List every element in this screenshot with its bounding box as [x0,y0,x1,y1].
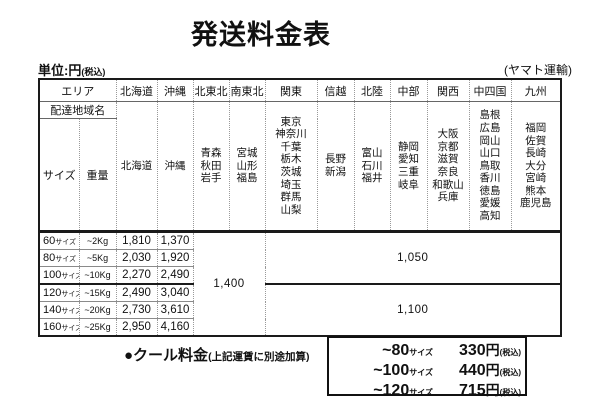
region-header-chubu: 中部 [389,79,427,102]
prefecture-list-hokuriku: 富山 石川 福井 [353,101,390,232]
price-cell-okinawa: 1,370 [156,230,193,250]
unit-tax-note: (税込) [81,67,106,77]
weight-cell: ~5Kg [78,249,116,267]
region-header-shinetsu: 信越 [316,79,354,102]
region-header-kansai: 関西 [426,79,469,102]
price-cell-okinawa: 3,610 [156,301,193,319]
price-cell-hokkaido: 2,950 [115,318,157,336]
weight-cell: ~10Kg [78,266,116,284]
weight-cell: ~25Kg [78,318,116,336]
merged-price-large-sizes: 1,100 [264,283,561,336]
prefecture-list-chushikoku: 島根 広島 岡山 山口 鳥取 香川 徳島 愛媛 高知 [468,101,511,232]
delivery-area-row: 配達地域名 北海道 沖縄 青森 秋田 岩手 宮城 山形 福島 東京 神奈川 千葉… [38,101,561,232]
size-cell: 60サイズ [38,230,79,250]
cool-fee-box: ~80サイズ 330円(税込) ~100サイズ 440円(税込) ~120サイズ… [327,336,527,399]
price-cell-hokkaido: 2,030 [115,249,157,267]
region-header-hokuriku: 北陸 [353,79,390,102]
cool-size: ~100 [373,362,410,379]
prefecture-list-kansai: 大阪 京都 滋賀 奈良 和歌山 兵庫 [426,101,469,232]
size-cell: 160サイズ [38,318,79,336]
cool-tax-note: (税込) [499,388,521,397]
price-cell-okinawa: 4,160 [156,318,193,336]
area-header-cell: エリア [38,79,116,102]
cool-fee-note: (上記運賃に別途加算) [208,351,310,363]
shipping-rate-table: エリア 北海道 沖縄 北東北 南東北 関東 信越 北陸 中部 関西 中四国 九州… [38,78,562,337]
cool-fee-title: ●クール料金 [124,347,209,364]
weight-cell: ~20Kg [78,301,116,319]
weight-cell: ~2Kg [78,230,116,250]
merged-price-small-sizes: 1,050 [264,230,561,284]
rate-row-80: 80サイズ ~5Kg 2,030 1,920 [38,249,561,267]
price-cell-hokkaido: 2,490 [115,283,157,302]
price-cell-hokkaido: 2,270 [115,266,157,284]
cool-fee-label: ●クール料金(上記運賃に別途加算) [124,344,310,365]
cool-price: 330 [458,342,486,359]
cool-currency: 円 [485,362,500,378]
prefecture-list-minamitohoku: 宮城 山形 福島 [228,101,265,232]
cool-price: 715 [458,382,486,399]
cool-currency: 円 [485,342,500,358]
cool-tax-note: (税込) [499,368,521,377]
rate-row-160: 160サイズ ~25Kg 2,950 4,160 [38,318,561,336]
price-cell-okinawa: 3,040 [156,283,193,302]
prefecture-list-okinawa: 沖縄 [156,101,193,232]
region-header-kanto: 関東 [264,79,317,102]
weight-cell: ~15Kg [78,283,116,302]
rate-row-60: 60サイズ ~2Kg 1,810 1,370 1,400 1,050 [38,230,561,336]
region-header-minamitohoku: 南東北 [228,79,265,102]
cool-size: ~80 [382,342,410,359]
carrier-label: (ヤマト運輸) [504,63,572,77]
rate-row-100: 100サイズ ~10Kg 2,270 2,490 [38,266,561,284]
cool-currency: 円 [485,382,500,398]
cool-price: 440 [458,362,486,379]
price-cell-hokkaido: 1,810 [115,230,157,250]
cool-tax-note: (税込) [499,348,521,357]
cool-size-unit: サイズ [409,388,433,397]
cool-fee-row-100: ~100サイズ 440円(税込) [337,360,521,380]
prefecture-list-hokkaido: 北海道 [115,101,157,232]
prefecture-list-chubu: 静岡 愛知 三重 岐阜 [389,101,427,232]
price-cell-hokkaido: 2,730 [115,301,157,319]
merged-price-tohoku: 1,400 [192,230,265,336]
prefecture-list-shinetsu: 長野 新潟 [316,101,354,232]
region-header-hokkaido: 北海道 [115,79,157,102]
prefecture-list-kanto: 東京 神奈川 千葉 栃木 茨城 埼玉 群馬 山梨 [264,101,317,232]
cool-fee-row-80: ~80サイズ 330円(税込) [337,340,521,360]
region-header-kyushu: 九州 [510,79,561,102]
region-header-kitatohoku: 北東北 [192,79,229,102]
size-cell: 100サイズ [38,266,79,284]
unit-text: 単位:円 [38,63,82,78]
cool-size-unit: サイズ [409,348,433,357]
page-title: 発送料金表 [191,20,331,50]
price-cell-okinawa: 2,490 [156,266,193,284]
price-cell-okinawa: 1,920 [156,249,193,267]
prefecture-list-kitatohoku: 青森 秋田 岩手 [192,101,229,232]
region-header-okinawa: 沖縄 [156,79,193,102]
size-cell: 80サイズ [38,249,79,267]
rate-row-140: 140サイズ ~20Kg 2,730 3,610 [38,301,561,319]
size-weight-header-row: サイズ 重量 [38,118,561,232]
region-header-chushikoku: 中四国 [468,79,511,102]
area-header-row: エリア 北海道 沖縄 北東北 南東北 関東 信越 北陸 中部 関西 中四国 九州 [38,79,561,102]
size-cell: 120サイズ [38,283,79,302]
unit-label: 単位:円(税込) [38,60,105,79]
weight-header-cell: 重量 [78,118,116,232]
rate-row-120: 120サイズ ~15Kg 2,490 3,040 1,100 [38,283,561,336]
size-header-cell: サイズ [38,118,79,232]
size-cell: 140サイズ [38,301,79,319]
cool-size-unit: サイズ [409,368,433,377]
cool-fee-row-120: ~120サイズ 715円(税込) [337,380,521,400]
prefecture-list-kyushu: 福岡 佐賀 長崎 大分 宮崎 熊本 鹿児島 [510,101,561,232]
delivery-area-header-cell: 配達地域名 [38,101,116,119]
cool-size: ~120 [373,382,410,399]
